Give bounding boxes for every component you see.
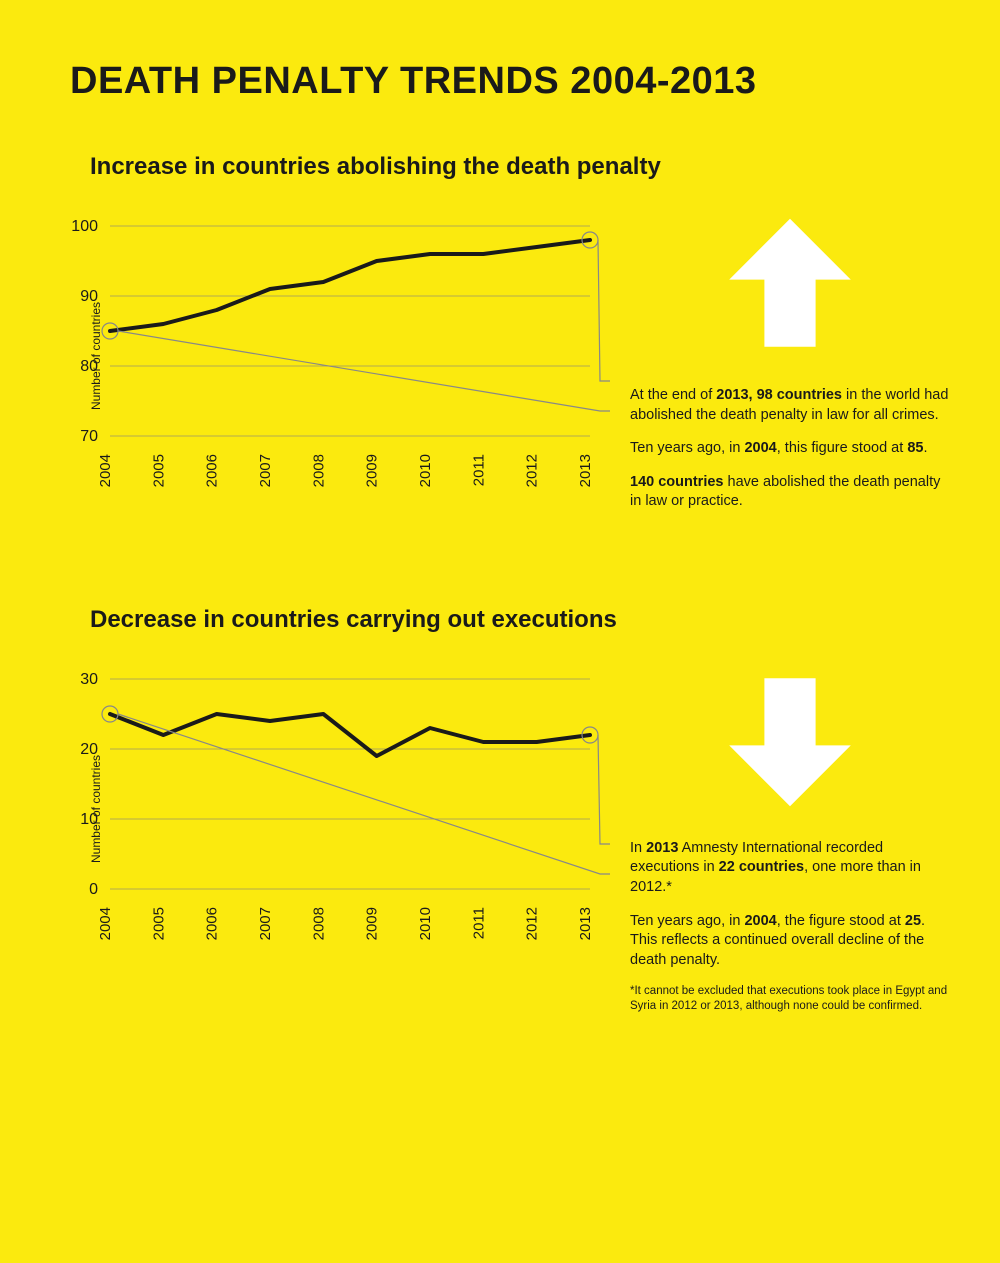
svg-text:100: 100 bbox=[71, 218, 98, 235]
svg-text:2008: 2008 bbox=[310, 907, 327, 940]
arrow-down-icon bbox=[710, 659, 870, 819]
chart2-title: Decrease in countries carrying out execu… bbox=[90, 606, 950, 634]
svg-text:2011: 2011 bbox=[470, 454, 487, 486]
chart1-row: Number of countries 70809010020042005200… bbox=[50, 206, 950, 526]
chart1-svg: 7080901002004200520062007200820092010201… bbox=[50, 206, 610, 506]
svg-text:30: 30 bbox=[80, 671, 98, 688]
chart2-row: Number of countries 01020302004200520062… bbox=[50, 659, 950, 1028]
annotation-text: Ten years ago, in 2004, this figure stoo… bbox=[630, 439, 950, 459]
chart2-ylabel: Number of countries bbox=[89, 755, 103, 863]
svg-text:0: 0 bbox=[89, 881, 98, 898]
chart1-title: Increase in countries abolishing the dea… bbox=[90, 153, 950, 181]
chart2-side: In 2013 Amnesty International recorded e… bbox=[610, 659, 950, 1028]
chart1-block: Number of countries 70809010020042005200… bbox=[50, 206, 610, 506]
annotation-text: At the end of 2013, 98 countries in the … bbox=[630, 386, 950, 425]
chart2-block: Number of countries 01020302004200520062… bbox=[50, 659, 610, 959]
chart2-annotations: In 2013 Amnesty International recorded e… bbox=[630, 839, 950, 1014]
svg-text:2004: 2004 bbox=[97, 454, 114, 487]
svg-text:2013: 2013 bbox=[577, 454, 594, 487]
svg-text:2008: 2008 bbox=[310, 454, 327, 487]
svg-text:2007: 2007 bbox=[257, 907, 274, 940]
svg-text:2012: 2012 bbox=[524, 907, 541, 940]
chart1-annotations: At the end of 2013, 98 countries in the … bbox=[630, 386, 950, 512]
svg-text:2006: 2006 bbox=[204, 454, 221, 487]
page-title: DEATH PENALTY TRENDS 2004-2013 bbox=[70, 60, 950, 103]
annotation-text: In 2013 Amnesty International recorded e… bbox=[630, 839, 950, 898]
chart2-svg: 0102030200420052006200720082009201020112… bbox=[50, 659, 610, 959]
svg-text:2004: 2004 bbox=[97, 907, 114, 940]
svg-text:2007: 2007 bbox=[257, 454, 274, 487]
annotation-text: 140 countries have abolished the death p… bbox=[630, 473, 950, 512]
svg-text:2013: 2013 bbox=[577, 907, 594, 940]
footnote-text: *It cannot be excluded that executions t… bbox=[630, 984, 950, 1014]
svg-text:2005: 2005 bbox=[150, 454, 167, 487]
svg-text:2005: 2005 bbox=[150, 907, 167, 940]
svg-text:2011: 2011 bbox=[470, 907, 487, 939]
svg-text:2010: 2010 bbox=[417, 907, 434, 940]
page-root: DEATH PENALTY TRENDS 2004-2013 Increase … bbox=[0, 0, 1000, 1263]
section-abolishing: Increase in countries abolishing the dea… bbox=[50, 153, 950, 526]
svg-text:2009: 2009 bbox=[364, 907, 381, 940]
svg-text:70: 70 bbox=[80, 428, 98, 445]
chart1-ylabel: Number of countries bbox=[89, 302, 103, 410]
chart1-side: At the end of 2013, 98 countries in the … bbox=[610, 206, 950, 526]
section-executions: Decrease in countries carrying out execu… bbox=[50, 606, 950, 1028]
annotation-text: Ten years ago, in 2004, the figure stood… bbox=[630, 912, 950, 971]
svg-text:2009: 2009 bbox=[364, 454, 381, 487]
svg-text:2010: 2010 bbox=[417, 454, 434, 487]
arrow-up-icon bbox=[710, 206, 870, 366]
svg-text:2006: 2006 bbox=[204, 907, 221, 940]
svg-text:2012: 2012 bbox=[524, 454, 541, 487]
